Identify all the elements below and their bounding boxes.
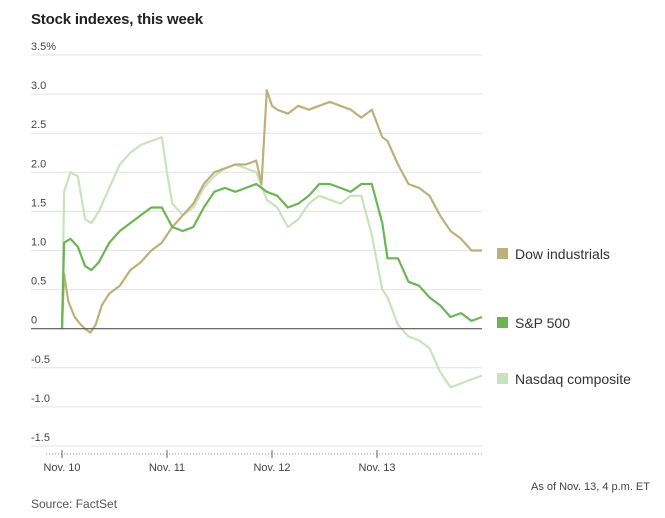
y-tick-label: -1.0 xyxy=(31,393,50,405)
source-note: Source: FactSet xyxy=(31,497,118,511)
chart-title: Stock indexes, this week xyxy=(31,11,203,28)
legend: Dow industrials S&P 500 Nasdaq composite xyxy=(497,246,631,387)
series-line-dow-industrials xyxy=(60,89,482,334)
x-tick-label: Nov. 12 xyxy=(253,462,290,474)
y-tick-label: 1.0 xyxy=(31,237,46,249)
x-tick-label: Nov. 11 xyxy=(149,462,185,474)
legend-label: Dow industrials xyxy=(515,246,610,262)
y-tick-label: -1.5 xyxy=(31,432,50,444)
legend-swatch xyxy=(497,248,508,259)
y-tick-label: 2.0 xyxy=(31,158,46,170)
y-tick-label: 3.0 xyxy=(31,80,46,92)
legend-swatch xyxy=(497,373,508,384)
timestamp-note: As of Nov. 13, 4 p.m. ET xyxy=(530,481,650,493)
y-axis-ticks: 3.5% 3.0 2.5 2.0 1.5 1.0 0.5 0 -0.5 -1.0 -1.5 xyxy=(31,41,56,444)
legend-label: S&P 500 xyxy=(515,315,570,331)
x-tick-label: Nov. 13 xyxy=(358,462,395,474)
series-lines xyxy=(60,89,483,389)
y-tick-label: 0 xyxy=(31,315,37,327)
y-tick-label: 1.5 xyxy=(31,197,46,209)
legend-swatch xyxy=(497,317,508,328)
x-tick-label: Nov. 10 xyxy=(43,462,80,474)
y-tick-label: -0.5 xyxy=(31,354,50,366)
grid-lines xyxy=(31,54,482,447)
y-tick-label: 0.5 xyxy=(31,276,46,288)
x-axis-ticks: Nov. 10 Nov. 11 Nov. 12 Nov. 13 xyxy=(43,450,482,474)
series-line-s-p-500 xyxy=(60,182,483,329)
legend-label: Nasdaq composite xyxy=(515,371,631,387)
series-line-nasdaq-composite xyxy=(60,136,483,389)
y-tick-label: 2.5 xyxy=(31,119,46,131)
y-tick-label: 3.5% xyxy=(31,41,56,53)
